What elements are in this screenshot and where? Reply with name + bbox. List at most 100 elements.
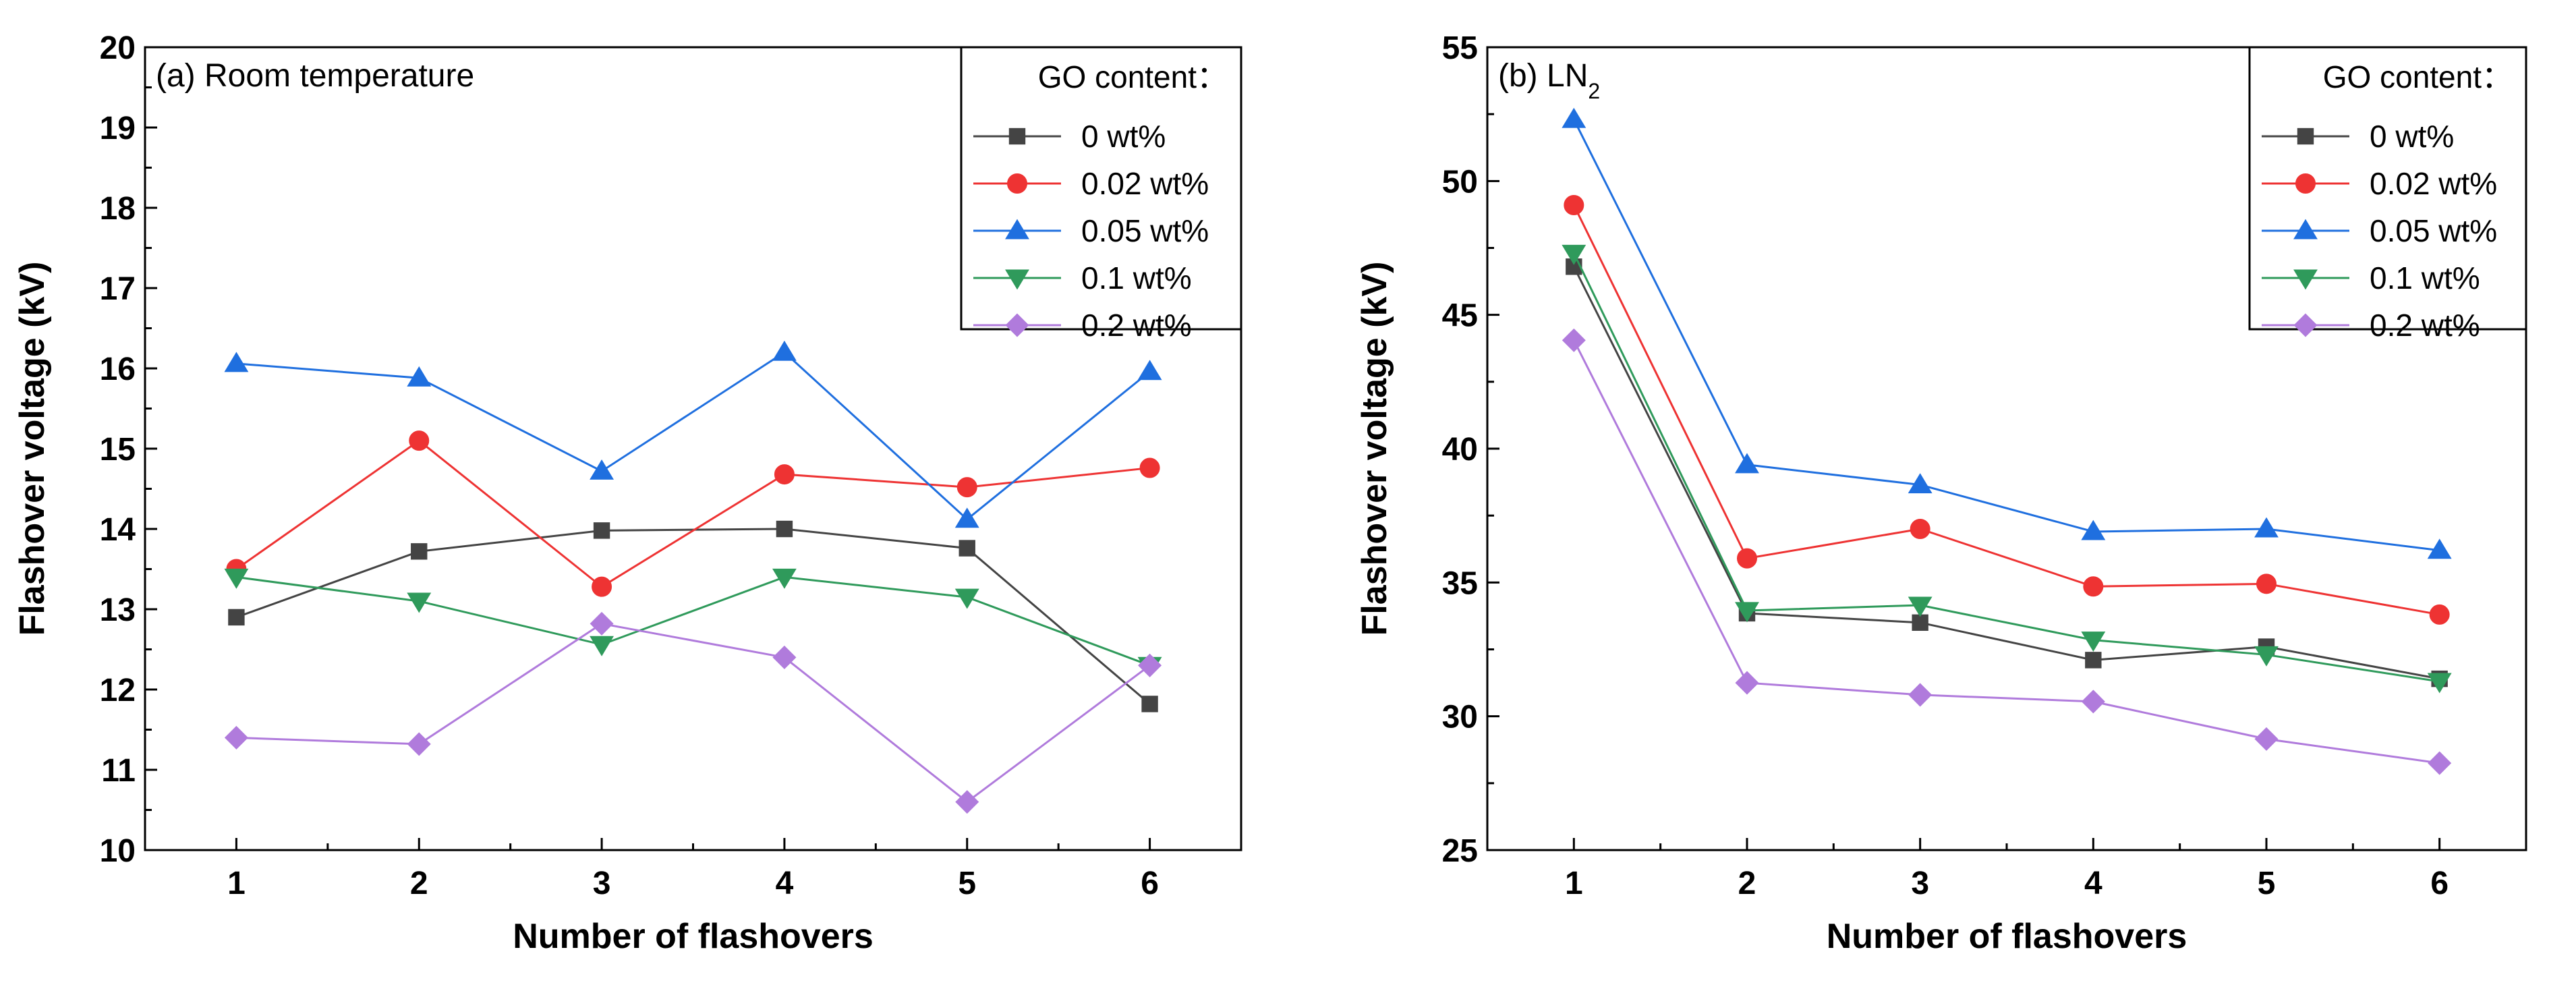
data-point <box>1562 328 1586 352</box>
y-axis-title: Flashover voltage (kV) <box>1355 262 1394 636</box>
series-line <box>1572 252 2440 683</box>
data-point <box>954 507 979 528</box>
data-point <box>2427 673 2452 694</box>
legend-title: GO content： <box>1038 59 1228 94</box>
data-point <box>407 366 432 387</box>
x-tick-label: 5 <box>2258 866 2276 901</box>
y-tick-label: 50 <box>1442 164 1478 200</box>
y-tick-label: 14 <box>100 512 136 548</box>
data-point <box>2081 519 2106 540</box>
data-point <box>1735 453 1759 474</box>
series-line <box>1572 204 2440 616</box>
y-tick-label: 35 <box>1442 565 1478 601</box>
data-point <box>1735 602 1759 623</box>
x-axis-title: Number of flashovers <box>513 917 874 956</box>
data-point <box>2085 652 2102 669</box>
legend-swatch-marker <box>2293 269 2318 290</box>
data-point <box>1141 696 1158 712</box>
data-point <box>1735 671 1759 695</box>
data-point <box>1138 653 1162 677</box>
x-tick-label: 5 <box>958 866 976 901</box>
legend-label: 0.02 wt% <box>1081 166 1209 201</box>
data-point <box>224 725 248 750</box>
series-line <box>236 351 1151 521</box>
series-0-1-wt- <box>224 568 1162 677</box>
y-tick-label: 15 <box>100 432 136 468</box>
series-0-02-wt- <box>226 430 1160 597</box>
data-point <box>2427 538 2452 559</box>
y-tick-label: 40 <box>1442 432 1478 468</box>
legend-label: 0 wt% <box>2370 119 2454 154</box>
series-line <box>236 622 1151 804</box>
legend-swatch-marker <box>1008 128 1026 145</box>
data-point <box>954 588 979 609</box>
legend-swatch-marker <box>2297 128 2314 145</box>
x-tick-label: 3 <box>1911 866 1929 901</box>
data-point <box>776 520 793 538</box>
legend-swatch-marker <box>1005 313 1029 337</box>
x-tick-label: 4 <box>2084 866 2102 901</box>
data-point <box>1562 244 1586 265</box>
series-0-02-wt- <box>1564 195 2450 625</box>
y-tick-label: 45 <box>1442 298 1478 334</box>
data-point <box>593 522 610 539</box>
legend: GO content： 0 wt% 0.02 wt% 0.05 wt% 0.1 wt% 0… <box>960 46 1242 343</box>
legend-item: 0.05 wt% <box>2262 213 2497 248</box>
x-axis-title: Number of flashovers <box>1827 917 2187 956</box>
data-point <box>2256 573 2277 594</box>
series-0-2-wt- <box>1562 328 2452 775</box>
panel-label: (b) LN2 <box>1498 58 1600 103</box>
series-0-2-wt- <box>224 611 1162 814</box>
data-point <box>224 568 249 589</box>
y-tick-label: 10 <box>100 833 136 869</box>
y-axis-title: Flashover voltage (kV) <box>13 262 52 636</box>
panel-label: (a) Room temperature <box>156 58 474 94</box>
data-point <box>958 540 975 557</box>
data-point <box>1908 683 1933 707</box>
series-line <box>1572 266 2440 680</box>
data-point <box>956 477 977 498</box>
legend-item: 0.2 wt% <box>2262 308 2480 343</box>
x-tick-label: 2 <box>1738 866 1756 901</box>
y-tick-label: 30 <box>1442 700 1478 735</box>
data-point <box>411 543 428 560</box>
panel-label-subscript: 2 <box>1588 79 1600 103</box>
data-point <box>2254 646 2279 667</box>
series-line <box>236 575 1151 667</box>
legend-item: 0.05 wt% <box>973 213 1209 248</box>
legend-item: 0.1 wt% <box>2262 260 2480 296</box>
series-0-05-wt- <box>224 340 1162 528</box>
series-line <box>1572 119 2440 552</box>
legend-title: GO content： <box>2323 59 2513 94</box>
data-point <box>1912 614 1928 631</box>
x-tick-label: 6 <box>1141 866 1159 901</box>
legend-item: 0 wt% <box>2262 119 2454 154</box>
data-point <box>590 636 614 656</box>
y-tick-label: 12 <box>100 673 136 708</box>
data-point <box>2081 631 2106 652</box>
legend-swatch-marker <box>2293 219 2318 240</box>
series-0-05-wt- <box>1562 107 2452 559</box>
legend-label: 0.2 wt% <box>2370 308 2480 343</box>
data-point <box>1139 457 1160 478</box>
data-point <box>2254 727 2279 751</box>
legend-box <box>2248 46 2527 331</box>
series-0-1-wt- <box>1562 244 2452 694</box>
y-tick-label: 13 <box>100 592 136 628</box>
x-tick-label: 6 <box>2430 866 2449 901</box>
data-point <box>1910 519 1930 539</box>
legend-item: 0.2 wt% <box>973 308 1192 343</box>
legend-item: 0.02 wt% <box>2262 166 2497 201</box>
y-tick-label: 25 <box>1442 833 1478 869</box>
data-point <box>1908 473 1933 494</box>
data-point <box>590 611 614 636</box>
data-point <box>772 568 797 589</box>
data-point <box>2081 690 2105 714</box>
data-point <box>2083 576 2104 597</box>
data-point <box>592 576 612 597</box>
y-tick-label: 17 <box>100 271 136 307</box>
x-tick-label: 1 <box>1565 866 1583 901</box>
